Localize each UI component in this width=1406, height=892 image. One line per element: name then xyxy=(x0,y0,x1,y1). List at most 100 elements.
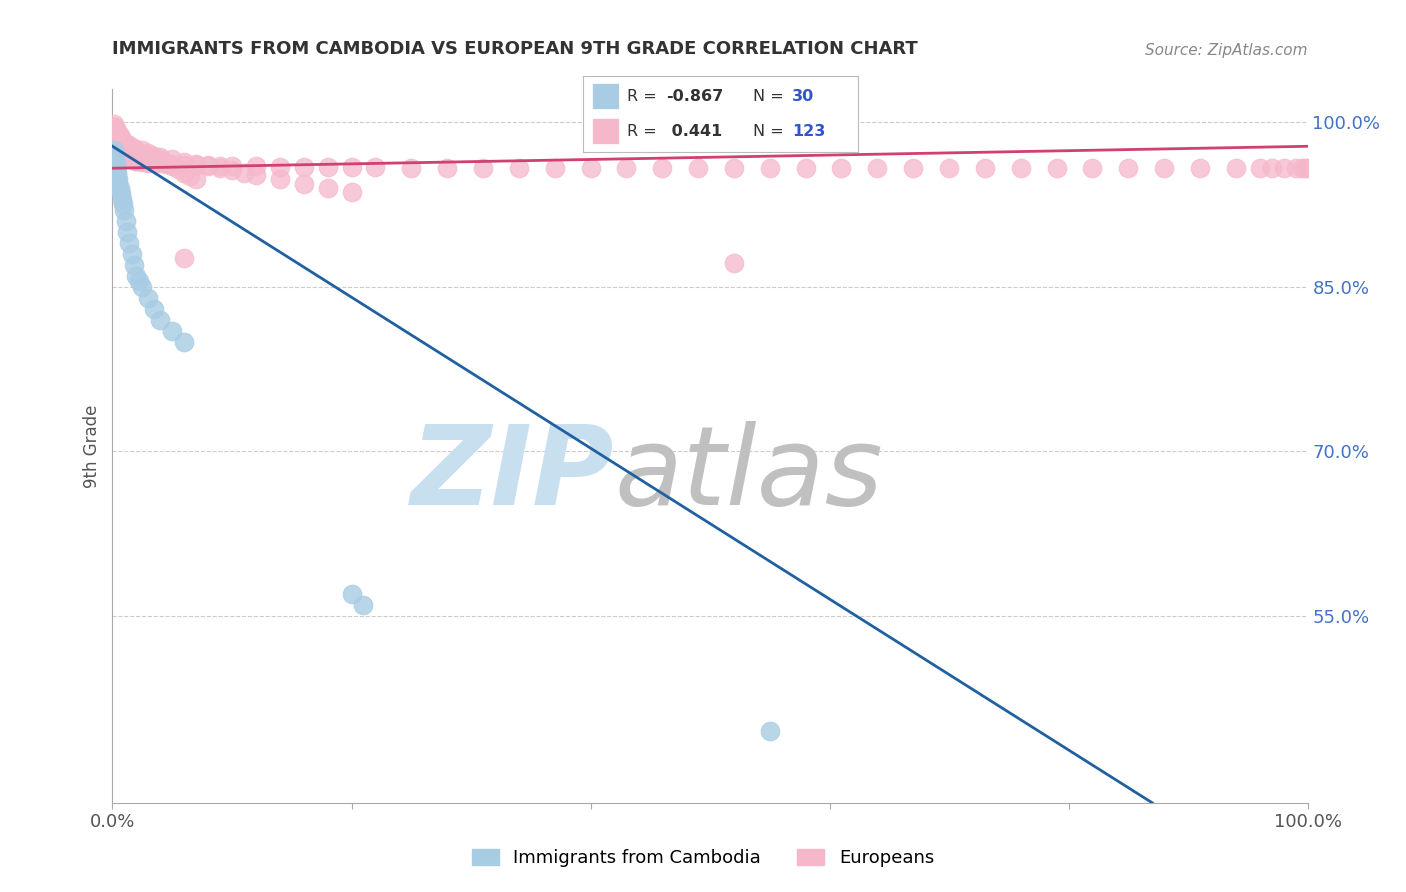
Point xyxy=(110,141,132,155)
Point xyxy=(938,161,960,176)
Point xyxy=(316,160,339,174)
Point xyxy=(401,161,423,176)
Point xyxy=(1260,161,1282,176)
Point xyxy=(128,153,150,168)
Point xyxy=(105,164,128,178)
Point xyxy=(105,133,128,147)
Point xyxy=(651,161,673,176)
Point xyxy=(543,161,565,176)
Point xyxy=(436,161,458,176)
Point xyxy=(149,155,172,169)
Point xyxy=(1153,161,1175,176)
Point xyxy=(1291,161,1313,176)
Text: N =: N = xyxy=(754,124,789,138)
Point xyxy=(138,155,160,169)
Point xyxy=(1296,161,1319,176)
Point xyxy=(221,159,243,173)
Point xyxy=(104,148,127,162)
Point xyxy=(103,143,125,157)
Point xyxy=(352,598,374,612)
Point xyxy=(173,252,195,266)
Point xyxy=(973,161,995,176)
Point xyxy=(131,145,153,160)
Point xyxy=(114,149,136,163)
Point xyxy=(121,153,143,167)
Point xyxy=(105,126,128,140)
Point xyxy=(759,161,782,176)
Point xyxy=(110,143,132,157)
Point xyxy=(110,130,132,145)
Point xyxy=(866,161,889,176)
Point xyxy=(118,150,141,164)
Point xyxy=(112,197,135,211)
Point xyxy=(105,130,128,145)
Point xyxy=(208,159,231,173)
Text: R =: R = xyxy=(627,89,662,103)
Point xyxy=(197,159,219,173)
Point xyxy=(112,145,135,160)
Point xyxy=(149,150,172,164)
Point xyxy=(1081,161,1104,176)
Text: IMMIGRANTS FROM CAMBODIA VS EUROPEAN 9TH GRADE CORRELATION CHART: IMMIGRANTS FROM CAMBODIA VS EUROPEAN 9TH… xyxy=(112,40,918,58)
Point xyxy=(103,120,125,134)
Point xyxy=(155,157,177,171)
Point xyxy=(364,160,387,174)
Point xyxy=(173,166,195,180)
Point xyxy=(111,145,134,159)
Point xyxy=(105,157,128,171)
Point xyxy=(1116,161,1139,176)
Point xyxy=(125,144,148,158)
Point xyxy=(173,154,195,169)
Point xyxy=(118,235,141,250)
Point xyxy=(114,135,135,149)
Point xyxy=(111,144,134,158)
Point xyxy=(155,155,177,169)
Point xyxy=(114,148,135,162)
Point xyxy=(245,159,267,173)
Point xyxy=(107,176,129,190)
Point xyxy=(340,186,363,200)
Text: atlas: atlas xyxy=(614,421,883,528)
Legend: Immigrants from Cambodia, Europeans: Immigrants from Cambodia, Europeans xyxy=(465,841,941,874)
Point xyxy=(186,172,208,186)
Point xyxy=(1272,161,1295,176)
Point xyxy=(1189,161,1212,176)
Point xyxy=(292,177,315,191)
Point xyxy=(108,139,131,153)
Point xyxy=(107,138,129,153)
Point xyxy=(131,143,153,157)
Point xyxy=(162,324,183,338)
Point xyxy=(131,280,153,294)
Point xyxy=(105,124,128,138)
Point xyxy=(110,186,132,201)
Point xyxy=(232,166,256,180)
Point xyxy=(131,154,153,169)
Point xyxy=(167,162,190,177)
Point xyxy=(114,202,135,217)
Bar xyxy=(592,119,619,144)
Point xyxy=(105,128,128,143)
Point xyxy=(115,137,138,152)
Point xyxy=(245,168,267,182)
Point xyxy=(208,161,231,176)
Point xyxy=(138,148,160,162)
Y-axis label: 9th Grade: 9th Grade xyxy=(83,404,101,488)
Point xyxy=(903,161,925,176)
Point xyxy=(143,301,166,316)
Point xyxy=(104,125,127,139)
Point xyxy=(125,153,148,168)
Point xyxy=(186,157,208,171)
Point xyxy=(186,158,208,172)
Point xyxy=(108,128,131,143)
Point xyxy=(143,149,166,163)
Point xyxy=(269,172,291,186)
Point xyxy=(122,153,145,167)
Point xyxy=(107,136,129,150)
Point xyxy=(138,145,160,160)
Point xyxy=(111,133,134,147)
Point xyxy=(508,161,530,176)
Point xyxy=(197,158,219,172)
Point xyxy=(105,131,128,145)
Point xyxy=(138,291,160,305)
Point xyxy=(143,155,166,169)
